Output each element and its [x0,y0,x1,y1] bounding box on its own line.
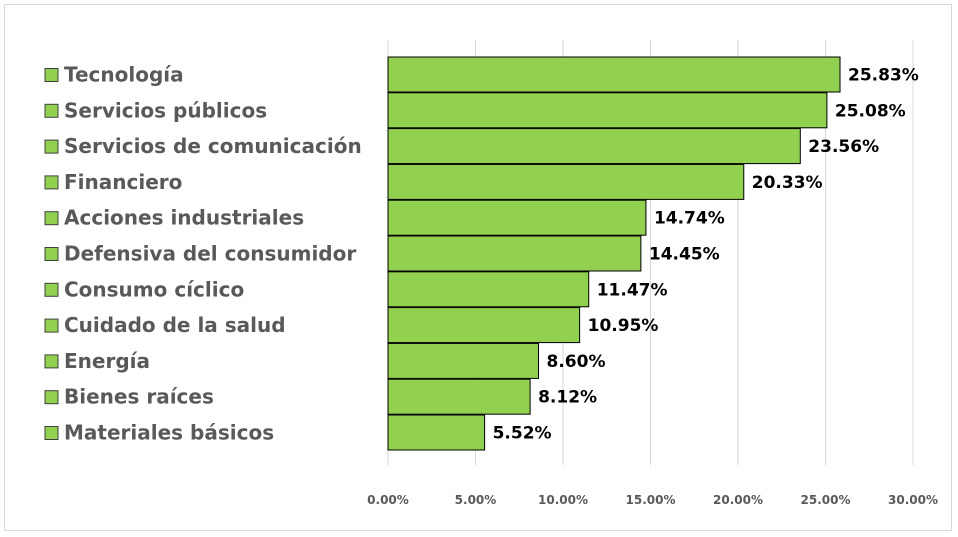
legend-marker [44,390,59,405]
legend-marker [44,68,59,82]
category-legend: Tecnología Servicios públicos Servicios de… [44,63,362,445]
bar [387,235,642,272]
category-label: Servicios de comunicación [64,134,362,158]
bar-value-label: 23.56% [808,137,879,157]
bar-value-label: 8.12% [538,388,597,408]
x-tick-label: 15.00% [626,493,676,507]
bar-value-label: 25.83% [848,66,919,86]
bar [387,307,581,344]
category-label: Financiero [64,170,182,194]
x-tick-label: 25.00% [801,493,851,507]
category-label: Servicios públicos [64,98,267,122]
bar [387,56,841,93]
bar [387,199,647,236]
bar-value-label: 20.33% [752,173,823,193]
x-tick-label: 0.00% [367,493,409,507]
x-axis-ticks: 0.00% 5.00% 10.00% 15.00% 20.00% 25.00% 30.00% [367,493,938,507]
category-label: Tecnología [64,63,184,87]
bar [387,378,531,415]
bar-value-label: 11.47% [597,280,668,300]
legend-marker [44,211,59,226]
legend-marker [44,282,59,297]
bar [387,163,745,200]
legend-marker [44,175,59,190]
legend-marker [44,103,59,118]
bar-value-label: 14.45% [649,245,720,265]
legend-marker [44,318,59,333]
bar [387,414,486,451]
x-tick-label: 30.00% [888,493,938,507]
bar-value-label: 5.52% [493,424,552,444]
x-tick-label: 5.00% [455,493,497,507]
bar [387,271,590,308]
legend-marker [44,354,59,369]
value-labels-group: 25.83% 25.08% 23.56% 20.33% 14.74% 14.45% 11.4… [493,66,919,444]
legend-marker [44,426,59,440]
category-label: Cuidado de la salud [64,313,286,337]
category-label: Acciones industriales [64,206,304,230]
legend-marker [44,247,59,261]
bar-value-label: 10.95% [588,316,659,336]
category-label: Consumo cíclico [64,277,244,301]
category-label: Energía [64,349,150,373]
bar [387,342,539,379]
x-tick-label: 20.00% [713,493,763,507]
bars-group [387,56,841,451]
x-tick-label: 10.00% [538,493,588,507]
bar [387,92,828,129]
bar-value-label: 8.60% [547,352,606,372]
category-label: Materiales básicos [64,421,274,445]
bar-value-label: 14.74% [654,209,725,229]
bar-value-label: 25.08% [835,101,906,121]
bar [387,128,801,165]
category-label: Defensiva del consumidor [64,242,356,266]
category-label: Bienes raíces [64,385,214,409]
legend-marker [44,139,59,154]
